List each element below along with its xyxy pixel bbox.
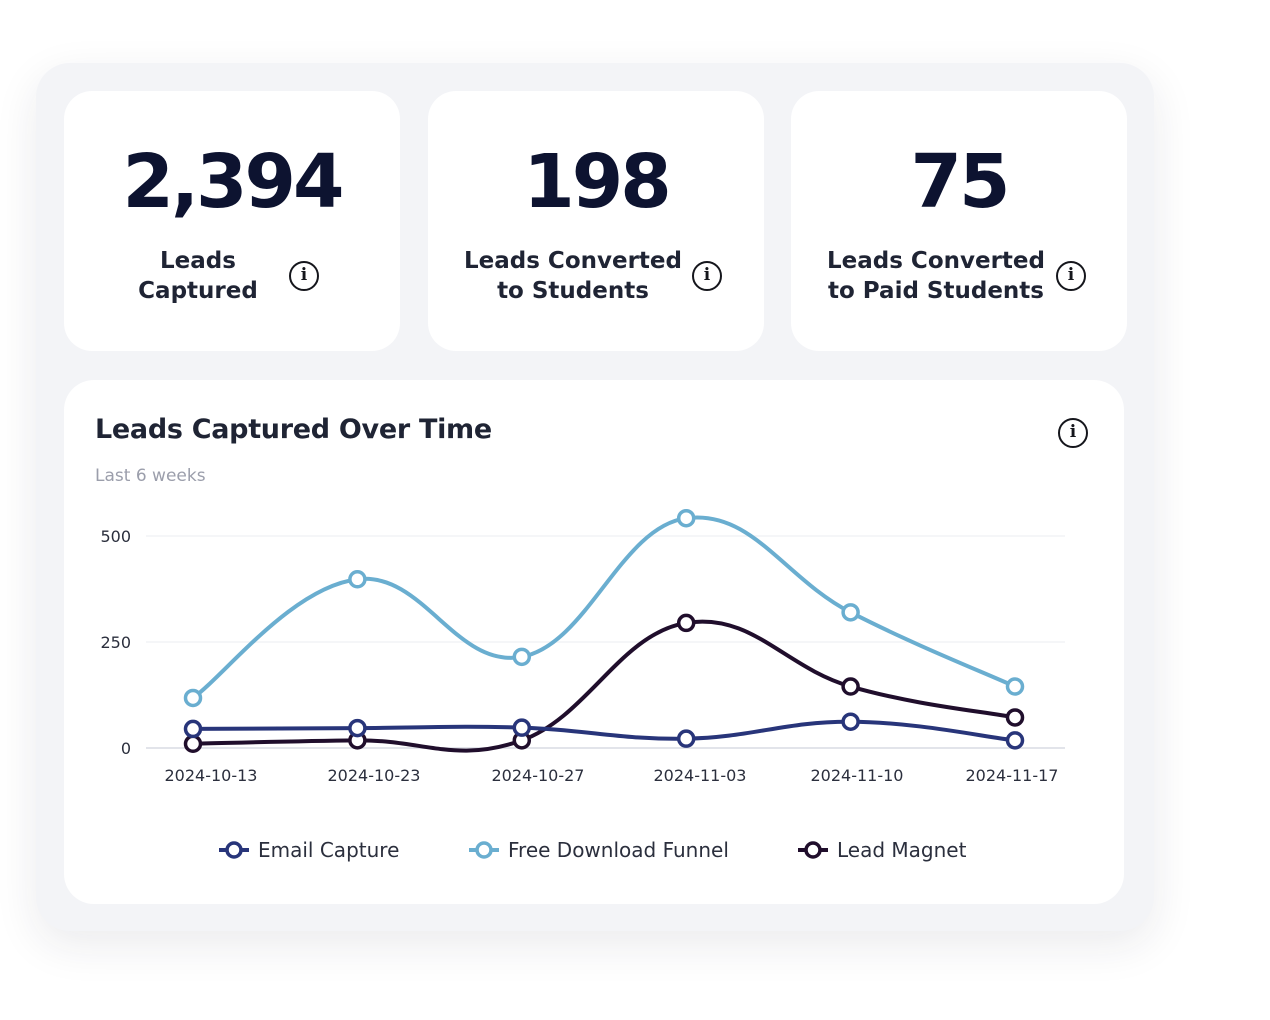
- chart-legend: Email Capture Free Download Funnel Lead Ma…: [64, 835, 1124, 865]
- info-icon[interactable]: i: [289, 261, 319, 291]
- x-tick-label: 2024-10-23: [328, 766, 421, 785]
- legend-item[interactable]: Lead Magnet: [797, 835, 966, 865]
- data-point-email-capture: [1005, 731, 1025, 750]
- legend-item[interactable]: Free Download Funnel: [468, 835, 729, 865]
- chart-subtitle: Last 6 weeks: [95, 466, 206, 486]
- data-point-lead-magnet: [183, 734, 203, 754]
- info-icon[interactable]: i: [1056, 261, 1086, 291]
- kpi-label: Leads Converted to Students: [464, 248, 682, 304]
- info-icon[interactable]: i: [692, 261, 722, 291]
- legend-marker-icon: [469, 841, 499, 859]
- data-point-free-download-funnel: [348, 569, 367, 589]
- legend-marker-icon: [219, 841, 249, 859]
- x-tick-label: 2024-11-03: [654, 766, 747, 785]
- kpi-card-leads-converted-students: 198 Leads Converted to Students i: [428, 91, 764, 351]
- kpi-value: 75: [910, 139, 1011, 225]
- data-point-free-download-funnel: [512, 647, 532, 667]
- chart-title: Leads Captured Over Time: [95, 414, 492, 445]
- legend-dot: [804, 841, 822, 859]
- chart-card: Leads Captured Over Time Last 6 weeks i …: [64, 380, 1124, 904]
- chart-info-icon[interactable]: i: [1058, 418, 1088, 448]
- data-point-email-capture: [512, 718, 532, 737]
- kpi-label: Leads Captured: [138, 248, 258, 304]
- data-point-lead-magnet: [1005, 708, 1025, 727]
- data-point-lead-magnet: [841, 677, 860, 696]
- legend-marker-icon: [798, 841, 828, 859]
- kpi-card-leads-converted-paid: 75 Leads Converted to Paid Students i: [791, 91, 1127, 351]
- data-point-free-download-funnel: [1005, 677, 1025, 696]
- line-chart: 0 250 500 2024-10-13 2024-10-23 2024-10-27 202…: [100, 508, 1065, 785]
- legend-dot: [475, 841, 493, 859]
- data-point-email-capture: [183, 719, 203, 739]
- data-point-email-capture: [676, 729, 696, 748]
- data-point-email-capture: [348, 718, 367, 738]
- legend-label: Email Capture: [258, 838, 400, 862]
- y-tick-label: 0: [121, 739, 131, 758]
- legend-item[interactable]: Email Capture: [218, 835, 399, 865]
- kpi-value: 198: [523, 139, 671, 225]
- legend-label: Lead Magnet: [837, 838, 967, 862]
- kpi-value: 2,394: [122, 139, 344, 225]
- data-point-email-capture: [841, 712, 860, 731]
- kpi-label: Leads Converted to Paid Students: [827, 248, 1045, 304]
- x-tick-label: 2024-10-27: [492, 766, 585, 785]
- kpi-card-leads-captured: 2,394 Leads Captured i: [64, 91, 400, 351]
- data-point-free-download-funnel: [676, 508, 696, 528]
- data-point-lead-magnet: [676, 613, 696, 633]
- series-line-free-download-funnel: [191, 515, 1017, 700]
- x-tick-label: 2024-11-10: [811, 766, 904, 785]
- legend-label: Free Download Funnel: [508, 838, 729, 862]
- x-tick-label: 2024-11-17: [966, 766, 1059, 785]
- y-tick-label: 250: [100, 633, 131, 652]
- series-line-lead-magnet: [191, 619, 1017, 753]
- series-line-email-capture: [191, 719, 1017, 743]
- legend-dot: [225, 841, 243, 859]
- data-point-free-download-funnel: [841, 603, 860, 622]
- x-tick-label: 2024-10-13: [165, 766, 258, 785]
- data-point-free-download-funnel: [183, 688, 203, 708]
- y-tick-label: 500: [100, 527, 131, 546]
